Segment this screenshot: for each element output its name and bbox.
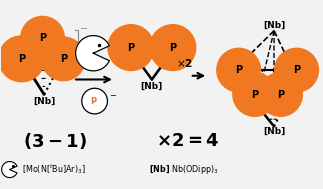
Text: P: P — [169, 43, 176, 53]
Ellipse shape — [233, 73, 276, 116]
Ellipse shape — [150, 25, 196, 70]
Text: $\mathbf{\times 2 = 4}$: $\mathbf{\times 2 = 4}$ — [156, 132, 219, 150]
Text: [Mo(N[$^t$Bu]Ar)$_3$]: [Mo(N[$^t$Bu]Ar)$_3$] — [22, 163, 85, 177]
Text: P: P — [39, 33, 46, 43]
Text: −: − — [79, 24, 88, 34]
Ellipse shape — [275, 48, 318, 92]
Text: P: P — [60, 54, 67, 64]
Text: P: P — [18, 54, 25, 64]
Text: P: P — [293, 65, 300, 75]
Ellipse shape — [0, 36, 45, 82]
Text: P: P — [235, 65, 242, 75]
Text: P: P — [277, 90, 284, 99]
Text: P: P — [251, 90, 258, 99]
Text: P: P — [127, 43, 134, 53]
Text: [Nb]: [Nb] — [33, 96, 55, 105]
Ellipse shape — [217, 48, 261, 92]
Text: [Nb]: [Nb] — [141, 81, 163, 90]
Text: $\mathbf{[Nb]}$ Nb(ODipp)$_3$: $\mathbf{[Nb]}$ Nb(ODipp)$_3$ — [149, 163, 218, 176]
Ellipse shape — [259, 73, 302, 116]
Text: −: − — [109, 91, 116, 100]
Ellipse shape — [108, 25, 154, 70]
Text: [Nb]: [Nb] — [263, 21, 285, 30]
Polygon shape — [76, 36, 109, 71]
Ellipse shape — [42, 37, 85, 81]
Polygon shape — [2, 162, 17, 177]
Ellipse shape — [21, 16, 64, 60]
Text: P: P — [90, 97, 96, 106]
Text: [Nb]: [Nb] — [263, 127, 285, 136]
Text: $\times$2: $\times$2 — [176, 57, 193, 69]
Text: $\mathbf{(3-1)}$: $\mathbf{(3-1)}$ — [23, 131, 88, 151]
Ellipse shape — [82, 88, 108, 114]
